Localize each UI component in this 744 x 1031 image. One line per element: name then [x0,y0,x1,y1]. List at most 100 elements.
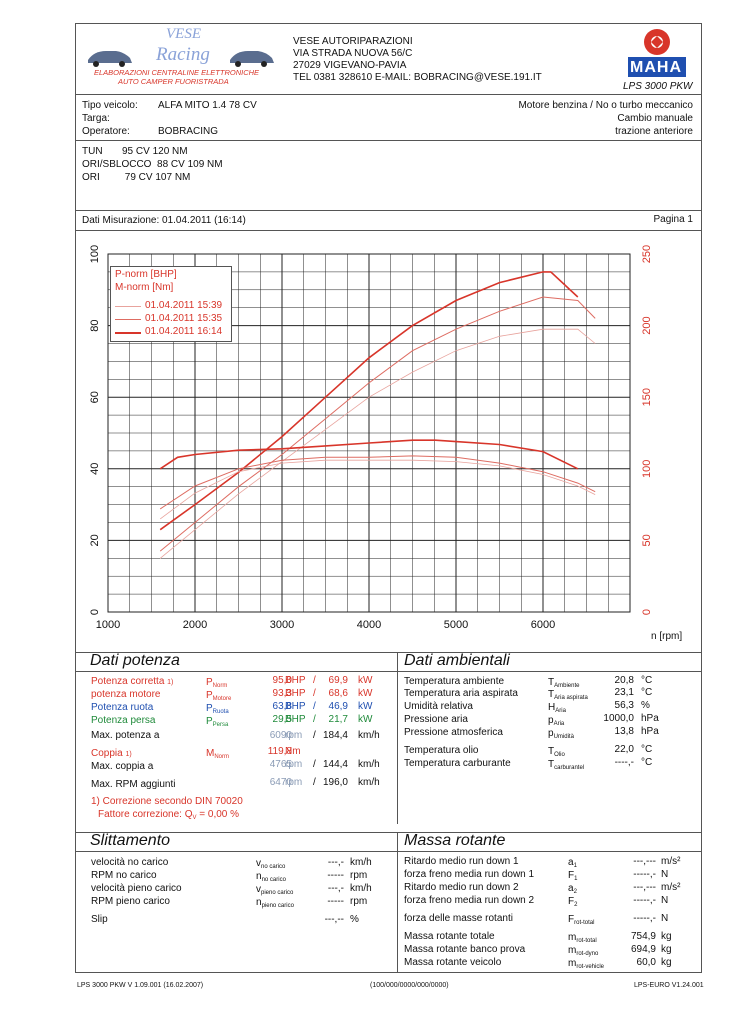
y-left-tick-label: 20 [89,534,101,546]
footer-right: LPS-EURO V1.24.001 [634,982,704,989]
maha-brand: MAHA [630,59,682,76]
potenza-label: Potenza persa [91,715,156,726]
rpm-unit: rpm [285,730,303,741]
y-left-tick-label: 60 [89,391,101,403]
massa-value: -----,- [633,913,656,924]
y-left-tick-label: 80 [89,319,101,331]
potenza-symbol: PPersa [206,716,229,728]
legend-swatch [115,306,141,307]
coppia-value: 119,8 [267,746,292,757]
massa-label: Massa rotante veicolo [404,957,502,968]
maha-logo: MAHA [625,28,689,80]
slittamento-label: velocità pieno carico [91,883,182,894]
x-tick-label: 4000 [357,619,381,631]
max-coppia-label: Max. coppia a [91,761,154,772]
logo-title: VESE [166,26,201,42]
massa-value: 694,9 [630,944,656,955]
y-right-tick-label: 100 [641,460,653,478]
divider [75,671,702,672]
ambiente-symbol: TOlio [548,746,565,758]
ambiente-value: ----,- [614,757,634,768]
dyno-model: LPS 3000 PKW [623,81,693,92]
x-tick-label: 3000 [270,619,294,631]
company-name: VESE AUTORIPARAZIONI [293,36,413,47]
slittamento-symbol: vpieno carico [256,884,294,896]
slash: / [313,675,316,686]
section-potenza-title: Dati potenza [90,652,180,669]
potenza-symbol: PRuota [206,703,229,715]
slittamento-label: RPM pieno carico [91,896,170,907]
massa-unit: m/s² [661,856,681,867]
legend-power: P-norm [BHP] [115,269,177,280]
y-right-tick-label: 50 [641,534,653,546]
massa-label: forza freno media run down 2 [404,895,535,906]
legend-run-2: 01.04.2011 15:35 [145,313,223,324]
note-line-2: ORI/SBLOCCO 88 CV 109 NM [82,159,223,170]
massa-label: Massa rotante totale [404,931,495,942]
ambiente-value: 1000,0 [603,713,634,724]
y-left-tick-label: 0 [89,609,101,615]
ambiente-symbol: TAmbiente [548,677,580,689]
potenza-symbol: PMotore [206,690,232,702]
divider [397,652,398,824]
potenza-unit-bhp: BHP [285,675,306,686]
massa-symbol: mrot-total [568,932,597,944]
ambiente-label: Umidità relativa [404,701,473,712]
x-axis-label: n [rpm] [651,631,683,642]
power-curve-010420111539 [159,328,596,559]
slittamento-label: velocità no carico [91,857,169,868]
massa-unit: N [661,869,669,880]
slittamento-symbol: vno carico [256,858,286,870]
slittamento-unit: rpm [350,870,368,881]
massa-value: ---,--- [633,856,656,867]
ambiente-unit: °C [641,757,653,768]
massa-symbol: F2 [568,896,578,908]
massa-unit: m/s² [661,882,681,893]
traction: trazione anteriore [615,126,693,137]
potenza-symbol: PNorm [206,677,228,689]
ambiente-symbol: Tcarburantel [548,759,585,771]
rpm-unit: rpm [285,759,303,770]
ambiente-unit: % [641,700,650,711]
massa-unit: kg [661,931,672,942]
slittamento-unit: km/h [350,883,372,894]
potenza-value-bhp: 29,5 [272,714,292,725]
max-potenza-kmh: 184,4 [322,730,348,741]
divider [75,832,702,833]
slittamento-value: ----- [327,870,344,881]
potenza-unit-kw: kW [358,701,373,712]
massa-symbol: mrot-vehicle [568,958,605,970]
footer-middle: (100/000/0000/000/0000) [370,982,449,989]
slittamento-symbol: npieno carico [256,897,294,909]
legend-torque: M-norm [Nm] [115,282,174,293]
potenza-value-kw: 46,9 [328,701,348,712]
max-coppia-rpm: 4765 [269,759,292,770]
potenza-unit-bhp: BHP [285,714,306,725]
potenza-label: potenza motore [91,689,161,700]
x-tick-label: 2000 [183,619,207,631]
y-right-tick-label: 150 [641,388,653,406]
x-tick-label: 6000 [531,619,555,631]
targa-label: Targa: [82,113,110,124]
massa-value: -----,- [633,869,656,880]
maha-emblem-icon [628,29,686,77]
y-left-tick-label: 100 [89,245,101,263]
ambiente-symbol: HAria [548,702,566,714]
operatore-value: BOBRACING [158,126,219,137]
potenza-value-bhp: 93,3 [272,688,292,699]
y-right-tick-label: 250 [641,245,653,263]
max-coppia-kmh: 144,4 [322,759,348,770]
engine-type: Motore benzina / No o turbo meccanico [518,100,693,111]
massa-unit: kg [661,957,672,968]
legend-run-3: 01.04.2011 16:14 [145,326,223,337]
divider [397,832,398,973]
slittamento-value: ---,-- [324,914,344,925]
max-potenza-label: Max. potenza a [91,730,160,741]
coppia-unit: Nm [285,746,301,757]
chart-legend: P-norm [BHP] M-norm [Nm] 01.04.2011 15:3… [110,266,232,342]
slash: / [313,759,316,770]
legend-swatch [115,319,141,320]
massa-label: Ritardo medio run down 1 [404,856,519,867]
max-rpm-label: Max. RPM aggiunti [91,779,176,790]
potenza-label: Potenza corretta 1) [91,676,174,687]
